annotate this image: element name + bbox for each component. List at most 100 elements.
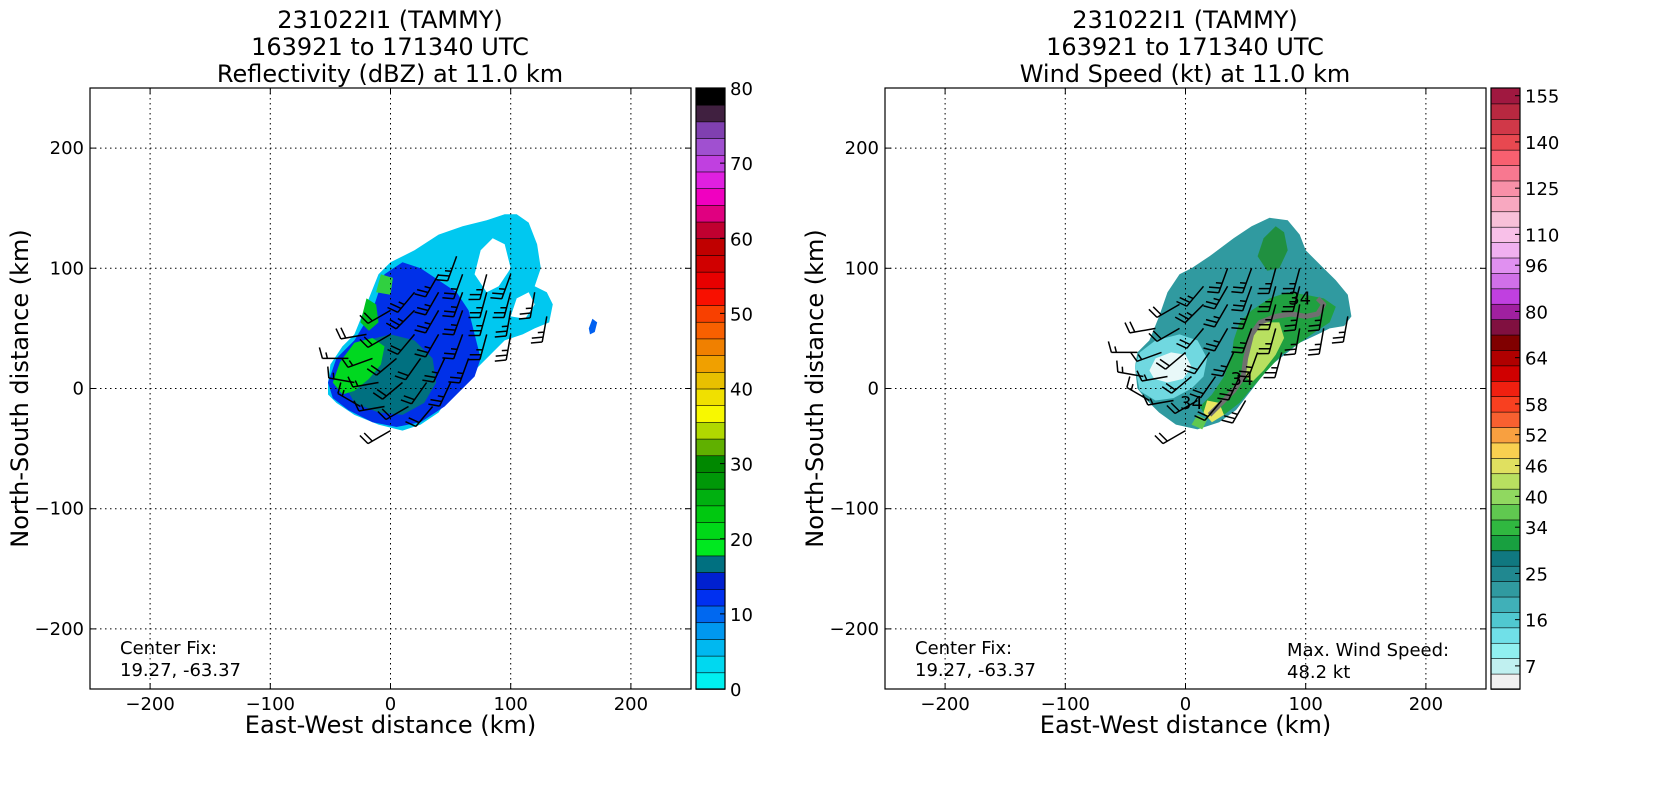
- center-fix-value: 19.27, -63.37: [915, 660, 1036, 681]
- colorbar-tick-label: 0: [730, 680, 741, 701]
- contour-label: 34: [1288, 288, 1311, 309]
- wind-barb-shaft: [1136, 370, 1168, 382]
- colorbar-segment: [695, 204, 726, 223]
- wind-barb-shaft: [1283, 328, 1301, 356]
- colorbar-segment: [1490, 272, 1521, 290]
- wind-barb: [1257, 328, 1277, 355]
- wind-barb: [442, 292, 464, 318]
- wind-barb-shaft: [422, 358, 446, 383]
- echo-region-lightgreen: [1191, 414, 1208, 430]
- wind-barb-shaft: [1203, 304, 1229, 328]
- colorbar-segment: [1490, 534, 1521, 552]
- wind-barb-shaft: [442, 310, 464, 336]
- chart-title-line-2: 163921 to 171340 UTC: [251, 33, 529, 61]
- colorbar-segment: [695, 121, 726, 139]
- colorbar-segment: [1490, 472, 1521, 490]
- wind-barb-shaft: [414, 310, 440, 334]
- colorbar-frame: [1490, 87, 1521, 690]
- wind-barb: [1142, 394, 1174, 406]
- wind-barb: [1237, 352, 1259, 378]
- wind-barb-shaft: [385, 309, 416, 330]
- colorbar-segment: [695, 221, 726, 240]
- wind-barb: [1211, 352, 1235, 377]
- wind-barb: [1126, 376, 1150, 402]
- center-fix-value: 19.27, -63.37: [120, 660, 241, 681]
- wind-barb: [1203, 285, 1229, 310]
- wind-barb: [490, 274, 512, 300]
- y-tick-label: 200: [50, 138, 84, 159]
- wind-barb: [1203, 304, 1229, 328]
- colorbar-segment: [1490, 596, 1521, 613]
- wind-barb: [366, 357, 397, 376]
- wind-barb-shaft: [1257, 286, 1277, 313]
- colorbar-segment: [1490, 288, 1521, 305]
- wind-barb-shaft: [359, 309, 391, 325]
- wind-barb-shaft: [468, 334, 488, 361]
- wind-barb: [1257, 304, 1277, 331]
- colorbar-tick-label: 80: [730, 79, 753, 100]
- wind-barb-shaft: [1257, 304, 1277, 331]
- wind-barb-shaft: [359, 429, 391, 445]
- colorbar-tick-label: 110: [1525, 225, 1559, 246]
- wind-barb: [1148, 303, 1180, 319]
- x-tick-label: 100: [494, 694, 528, 715]
- colorbar-tick-label: 58: [1525, 395, 1548, 416]
- colorbar-segment: [695, 588, 726, 607]
- wind-barb-shaft: [1189, 376, 1217, 399]
- wind-barb: [1189, 376, 1217, 399]
- wind-barb: [318, 347, 349, 360]
- wind-barb: [1176, 285, 1205, 307]
- colorbar-segment: [695, 404, 726, 423]
- colorbar-segment: [695, 438, 726, 457]
- colorbar-segment: [695, 87, 726, 106]
- chart-title-line-3: Reflectivity (dBZ) at 11.0 km: [217, 60, 563, 88]
- wind-barb: [422, 358, 446, 383]
- wind-barb-shaft: [372, 381, 403, 400]
- colorbar-segment: [695, 187, 726, 206]
- wind-barb: [468, 274, 488, 301]
- wind-barb-shaft: [1148, 327, 1180, 343]
- wind-barb-shaft: [414, 273, 440, 298]
- colorbar-segment: [695, 171, 726, 189]
- wind-barb-shaft: [1154, 429, 1186, 445]
- colorbar-segment: [695, 488, 726, 507]
- colorbar-segment: [1490, 149, 1521, 166]
- wind-barb: [442, 334, 464, 360]
- wind-barb: [518, 292, 536, 320]
- wind-barb-shaft: [1231, 286, 1253, 312]
- wind-barb: [1124, 321, 1156, 334]
- chart-title-line-3: Wind Speed (kt) at 11.0 km: [1020, 60, 1351, 88]
- colorbar-tick-label: 7: [1525, 657, 1536, 678]
- y-tick-label: −100: [830, 499, 879, 520]
- echo-region-green2: [360, 298, 379, 331]
- wind-barb-shaft: [387, 333, 416, 355]
- wind-barb-shaft: [1217, 376, 1241, 401]
- y-tick-label: −200: [830, 619, 879, 640]
- wind-barb: [442, 274, 464, 300]
- colorbar-tick-label: 70: [730, 154, 753, 175]
- wind-barb-shaft: [428, 382, 452, 407]
- wind-barb: [359, 309, 391, 325]
- colorbar-segment: [695, 621, 726, 640]
- wind-barb-shaft: [1231, 268, 1253, 294]
- wind-barb: [1263, 352, 1283, 379]
- wind-barb: [468, 310, 488, 337]
- colorbar-segment: [1490, 365, 1521, 382]
- plot-area: [90, 88, 691, 689]
- colorbar-segment: [1490, 627, 1521, 644]
- echo-region-green-top: [1257, 226, 1288, 271]
- colorbar-tick-label: 64: [1525, 349, 1548, 370]
- wind-barb-shaft: [340, 357, 373, 369]
- wind-barb-shaft: [1194, 400, 1223, 422]
- wind-barb-shaft: [1176, 285, 1205, 307]
- wind-barb-shaft: [1281, 286, 1301, 313]
- colorbar-tick-label: 10: [730, 605, 753, 626]
- wind-barb-shaft: [1161, 375, 1192, 394]
- colorbar-segment: [695, 137, 726, 156]
- wind-barb: [405, 406, 434, 428]
- y-tick-label: 0: [868, 379, 879, 400]
- wind-barb-shaft: [1176, 327, 1205, 349]
- wind-barb: [1307, 328, 1325, 356]
- colorbar-segment: [1490, 580, 1521, 598]
- echo-region-speck: [588, 318, 598, 335]
